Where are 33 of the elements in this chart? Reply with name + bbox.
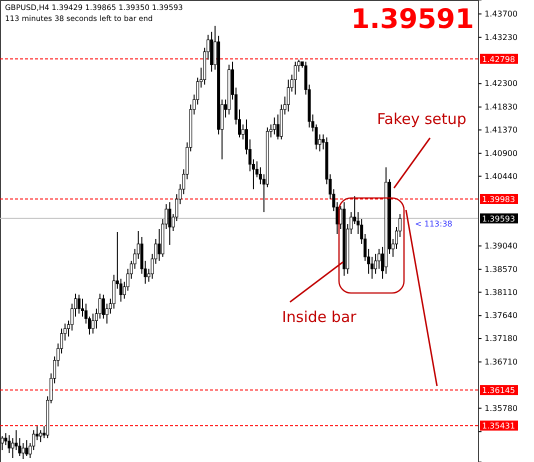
candlestick: [0, 436, 4, 451]
candlestick: [78, 294, 81, 314]
candlestick: [25, 440, 28, 457]
y-tick-label: 1.39040: [484, 241, 518, 250]
annotation: < 113:38: [415, 219, 452, 228]
y-tick-label: 1.37180: [484, 334, 518, 344]
y-tick-label: 1.40440: [484, 172, 518, 181]
y-tick-label: 1.43230: [484, 32, 518, 42]
y-tick-label: 1.42300: [484, 79, 518, 88]
y-tick-label: 1.35780: [484, 404, 518, 413]
annotation: Inside bar: [282, 308, 358, 326]
candlestick: [39, 430, 42, 443]
candlestick: [294, 61, 297, 96]
y-tick-label: 1.38570: [484, 264, 518, 274]
y-tick-label: 1.43700: [484, 10, 518, 18]
y-tick-label: 1.36710: [484, 357, 518, 366]
candlestick: [22, 442, 25, 460]
ref-line-label: 1.42798: [482, 54, 516, 64]
ref-line-label: 1.39593: [482, 214, 516, 224]
ref-line-label: 1.39983: [482, 194, 516, 204]
y-tick-label: 1.37640: [484, 311, 518, 320]
y-tick-label: 1.41830: [484, 102, 518, 112]
candlestick: [8, 434, 11, 454]
y-tick-label: 1.38110: [484, 288, 518, 297]
candlestick: [168, 202, 172, 246]
y-tick-label: 1.40900: [484, 148, 518, 158]
ref-line-label: 1.36145: [482, 386, 516, 396]
ref-line-label: 1.35431: [482, 422, 516, 431]
annotation: Fakey setup: [377, 110, 466, 128]
candlestick: [272, 116, 276, 135]
annotation: 1.39591: [351, 4, 474, 35]
candlestick: [102, 294, 105, 320]
y-tick-label: 1.41370: [484, 125, 518, 134]
